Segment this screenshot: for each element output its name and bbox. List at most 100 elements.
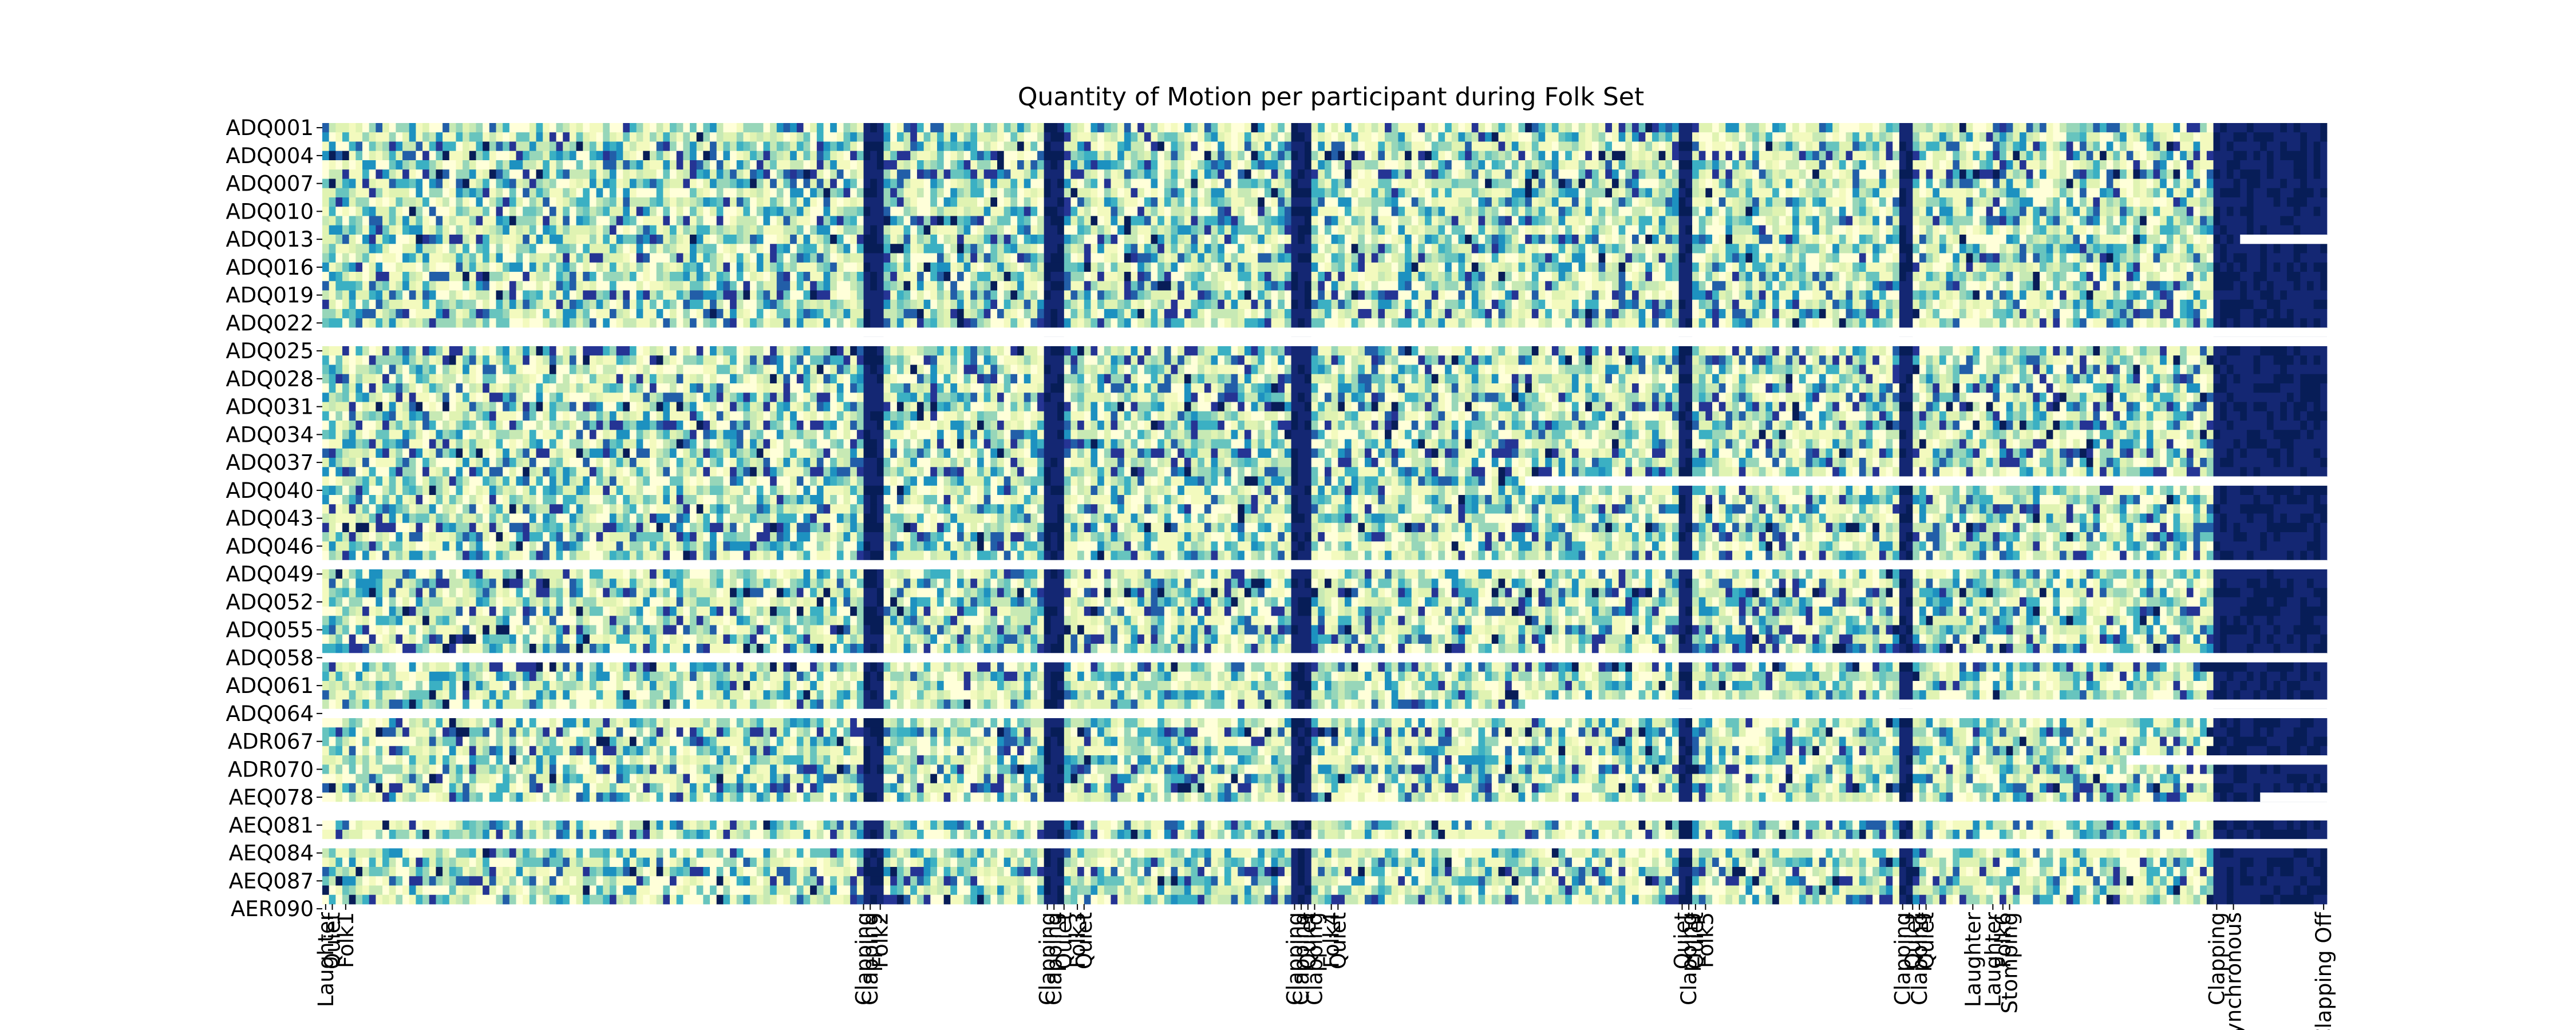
heatmap-cell (1505, 244, 1512, 253)
heatmap-cell (723, 235, 737, 244)
heatmap-cell (1325, 244, 1332, 253)
heatmap-cell (1973, 151, 1980, 161)
heatmap-cell (1765, 281, 1772, 291)
heatmap-cell (1552, 123, 1559, 133)
heatmap-cell (2160, 235, 2167, 244)
heatmap-cell (1719, 132, 1726, 142)
heatmap-cell (1191, 235, 1198, 244)
heatmap-cell (1184, 207, 1191, 216)
heatmap-cell (1117, 160, 1124, 170)
heatmap-cell (1779, 235, 1786, 244)
heatmap-cell (1599, 235, 1606, 244)
heatmap-cell (830, 188, 837, 198)
heatmap-cell (1418, 197, 1425, 207)
heatmap-cell (342, 263, 349, 272)
heatmap-cell (910, 300, 917, 310)
heatmap-cell (1826, 272, 1833, 282)
heatmap-cell (783, 179, 790, 189)
heatmap-cell (1645, 169, 1659, 179)
heatmap-cell (1559, 142, 1573, 152)
heatmap-cell (530, 253, 536, 263)
heatmap-cell (2006, 244, 2013, 253)
heatmap-cell (884, 142, 891, 152)
heatmap-cell (970, 160, 977, 170)
heatmap-cell (1772, 169, 1779, 179)
heatmap-cell (536, 160, 543, 170)
heatmap-cell (1893, 263, 1899, 272)
heatmap-cell (1017, 160, 1024, 170)
heatmap-cell (663, 225, 670, 235)
heatmap-cell (910, 244, 917, 253)
heatmap-cell (1438, 272, 1445, 282)
heatmap-cell (1438, 197, 1458, 207)
heatmap-cell (663, 151, 670, 161)
heatmap-cell (1959, 235, 1966, 244)
heatmap-cell (630, 169, 637, 179)
heatmap-cell (1599, 142, 1606, 152)
heatmap-cell (1385, 244, 1392, 253)
heatmap-cell (476, 169, 483, 179)
heatmap-cell (977, 244, 984, 253)
heatmap-cell (550, 281, 556, 291)
heatmap-cell (2033, 216, 2040, 226)
heatmap-cell (803, 197, 810, 207)
heatmap-cell (2174, 235, 2180, 244)
heatmap-cell (1913, 216, 1919, 226)
heatmap-cell (1398, 123, 1418, 133)
heatmap-cell (1959, 160, 1966, 170)
heatmap-cell (550, 169, 556, 179)
heatmap-cell (824, 188, 831, 198)
heatmap-cell (1672, 188, 1679, 198)
heatmap-cell (469, 281, 476, 291)
heatmap-cell (1939, 123, 1946, 133)
heatmap-cell (657, 151, 663, 161)
heatmap-cell (1933, 207, 1939, 216)
heatmap-cell (1097, 123, 1104, 133)
heatmap-cell (603, 179, 610, 189)
heatmap-cell (1485, 272, 1499, 282)
heatmap-cell (1866, 188, 1873, 198)
heatmap-cell (2200, 197, 2207, 207)
heatmap-cell (1559, 253, 1566, 263)
heatmap-cell (1091, 160, 1097, 170)
heatmap-cell (803, 235, 810, 244)
heatmap-cell (1872, 235, 1879, 244)
heatmap-cell (930, 132, 937, 142)
heatmap-cell (1752, 291, 1759, 300)
heatmap-cell (1478, 225, 1485, 235)
heatmap-cell (2006, 197, 2013, 207)
heatmap-cell (2000, 197, 2006, 207)
heatmap-cell (2120, 225, 2127, 235)
heatmap-cell (329, 132, 336, 142)
heatmap-cell (837, 291, 851, 300)
heatmap-cell (2160, 142, 2167, 152)
heatmap-cell (1612, 123, 1619, 133)
heatmap-cell (1030, 160, 1037, 170)
heatmap-cell (1625, 216, 1632, 226)
heatmap-cell (1432, 179, 1452, 189)
heatmap-cell (844, 244, 851, 253)
heatmap-cell (890, 197, 897, 207)
heatmap-cell (1725, 216, 1732, 226)
heatmap-cell (2180, 225, 2187, 235)
heatmap-cell (750, 263, 757, 272)
heatmap-cell (376, 179, 389, 189)
heatmap-cell (637, 123, 643, 133)
heatmap-cell (1745, 244, 1752, 253)
heatmap-cell (857, 169, 864, 179)
heatmap-cell (1926, 179, 1933, 189)
heatmap-cell (1799, 142, 1806, 152)
heatmap-cell (1131, 225, 1137, 235)
heatmap-cell (2013, 132, 2020, 142)
heatmap-cell (1799, 188, 1806, 198)
heatmap-cell (1525, 151, 1532, 161)
heatmap-cell (409, 160, 416, 170)
heatmap-cell (830, 291, 837, 300)
heatmap-cell (944, 253, 951, 263)
heatmap-cell (369, 188, 376, 198)
heatmap-cell (1539, 142, 1552, 152)
heatmap-cell (563, 216, 570, 226)
heatmap-cell (1238, 142, 1244, 152)
heatmap-cell (1599, 179, 1606, 189)
heatmap-cell (1097, 281, 1111, 291)
